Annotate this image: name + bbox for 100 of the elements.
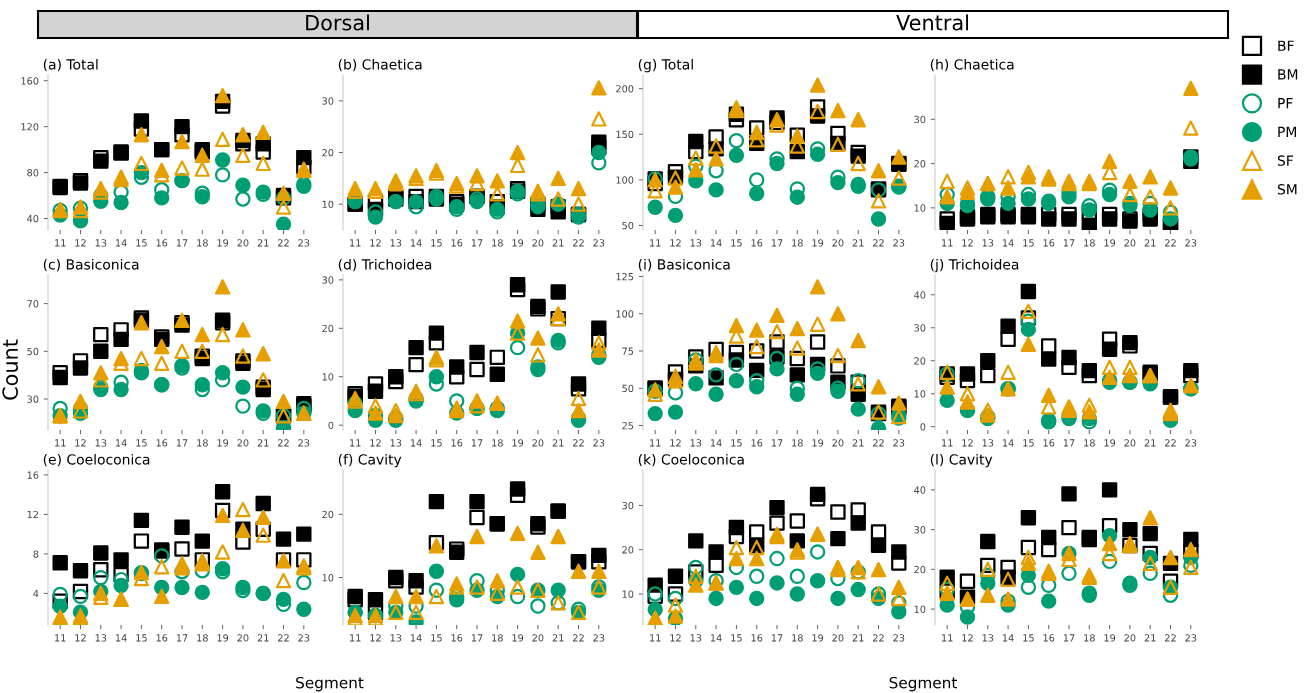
x-tick-label: 19 — [512, 239, 524, 247]
x-tick-label: 15 — [431, 239, 442, 247]
x-tick-label: 16 — [1043, 439, 1055, 447]
x-tick-label: 15 — [731, 239, 742, 247]
y-tick-label: 10 — [322, 373, 334, 381]
x-tick-label: 14 — [1002, 634, 1014, 642]
x-tick-label: 16 — [156, 239, 168, 247]
y-tick-label: 40 — [914, 291, 926, 299]
x-tick-label: 18 — [1084, 634, 1095, 642]
x-axis-title: Segment — [889, 676, 958, 692]
y-tick-label: 20 — [622, 546, 634, 554]
x-tick-label: 13 — [95, 634, 107, 642]
x-tick-label: 12 — [75, 634, 86, 642]
x-tick-label: 12 — [75, 239, 86, 247]
y-tick-label: 30 — [322, 276, 334, 284]
y-tick-label: 0 — [920, 423, 926, 431]
x-tick-label: 22 — [573, 439, 584, 447]
x-tick-label: 23 — [298, 634, 310, 642]
x-tick-label: 19 — [217, 634, 229, 642]
x-tick-label: 23 — [893, 439, 905, 447]
x-tick-label: 20 — [1124, 239, 1136, 247]
y-tick-label: 150 — [616, 130, 634, 139]
x-tick-label: 12 — [962, 239, 973, 247]
x-tick-label: 23 — [1185, 634, 1197, 642]
x-tick-label: 12 — [370, 239, 381, 247]
x-tick-label: 16 — [451, 634, 463, 642]
y-tick-label: 50 — [622, 384, 634, 393]
x-tick-label: 11 — [350, 634, 361, 642]
x-tick-label: 19 — [217, 439, 229, 447]
x-tick-label: 22 — [573, 634, 584, 642]
x-tick-label: 18 — [1084, 439, 1095, 447]
x-tick-label: 18 — [792, 634, 803, 642]
chart-title: (b) Chaetica — [338, 58, 422, 72]
x-tick-label: 15 — [431, 439, 442, 447]
x-tick-label: 22 — [873, 239, 884, 247]
x-tick-label: 23 — [893, 634, 905, 642]
x-tick-label: 11 — [55, 439, 66, 447]
x-tick-label: 17 — [1063, 634, 1075, 642]
y-tick-label: 30 — [27, 395, 39, 403]
y-tick-label: 40 — [914, 486, 926, 494]
x-tick-label: 23 — [1185, 239, 1197, 247]
y-tick-label: 20 — [914, 357, 926, 365]
text: Dorsal — [306, 14, 369, 31]
chart-title: (c) Basiconica — [43, 258, 139, 272]
y-tick-label: 20 — [322, 510, 334, 519]
y-tick-label: 20 — [322, 148, 334, 157]
x-tick-label: 18 — [492, 239, 503, 247]
x-tick-label: 21 — [1144, 439, 1156, 447]
x-tick-label: 23 — [298, 439, 310, 447]
x-tick-label: 11 — [942, 634, 953, 642]
y-tick-label: 25 — [622, 422, 634, 430]
y-tick-label: 100 — [616, 176, 634, 184]
text: Ventral — [896, 14, 969, 31]
x-tick-label: 16 — [156, 634, 168, 642]
x-tick-label: 14 — [410, 634, 422, 642]
x-tick-label: 14 — [115, 239, 127, 247]
x-tick-label: 13 — [690, 439, 702, 447]
chart-title: (a) Total — [43, 58, 98, 72]
y-tick-label: 100 — [616, 310, 634, 318]
y-tick-label: 50 — [622, 221, 634, 230]
x-tick-label: 17 — [771, 439, 783, 447]
x-tick-label: 14 — [410, 439, 422, 447]
x-tick-label: 17 — [176, 439, 188, 447]
x-tick-label: 14 — [115, 634, 127, 642]
x-tick-label: 11 — [942, 239, 953, 247]
x-tick-label: 21 — [552, 634, 564, 642]
legend-label: BF — [1278, 40, 1294, 51]
x-tick-label: 20 — [532, 239, 544, 247]
x-tick-label: 16 — [751, 439, 763, 447]
x-tick-label: 15 — [1023, 239, 1034, 247]
x-tick-label: 13 — [982, 634, 994, 642]
x-tick-label: 19 — [812, 239, 824, 247]
x-tick-label: 19 — [812, 439, 824, 447]
x-tick-label: 18 — [792, 439, 803, 447]
x-tick-label: 19 — [1104, 439, 1116, 447]
x-tick-label: 12 — [670, 239, 681, 247]
x-tick-label: 23 — [593, 239, 605, 247]
x-tick-label: 13 — [690, 239, 702, 247]
x-tick-label: 19 — [512, 634, 524, 642]
x-tick-label: 20 — [832, 239, 844, 247]
x-tick-label: 11 — [650, 239, 661, 247]
x-tick-label: 22 — [1165, 439, 1176, 447]
y-tick-label: 8 — [33, 550, 39, 558]
x-tick-label: 18 — [492, 439, 503, 447]
x-tick-label: 16 — [451, 439, 463, 447]
y-tick-label: 80 — [27, 169, 39, 177]
x-tick-label: 14 — [1002, 239, 1014, 247]
chart-title: (l) Cavity — [930, 453, 993, 468]
x-tick-label: 23 — [298, 239, 310, 247]
y-tick-label: 30 — [914, 324, 926, 332]
y-tick-label: 75 — [622, 347, 634, 355]
x-tick-label: 12 — [370, 634, 381, 642]
x-tick-label: 12 — [962, 439, 973, 447]
x-tick-label: 23 — [593, 634, 605, 642]
x-tick-label: 13 — [690, 634, 702, 642]
legend-label: SM — [1277, 184, 1297, 195]
x-tick-label: 13 — [95, 239, 107, 247]
x-tick-label: 19 — [217, 239, 229, 247]
chart-title: (e) Coeloconica — [43, 453, 150, 467]
x-tick-label: 17 — [471, 239, 483, 247]
